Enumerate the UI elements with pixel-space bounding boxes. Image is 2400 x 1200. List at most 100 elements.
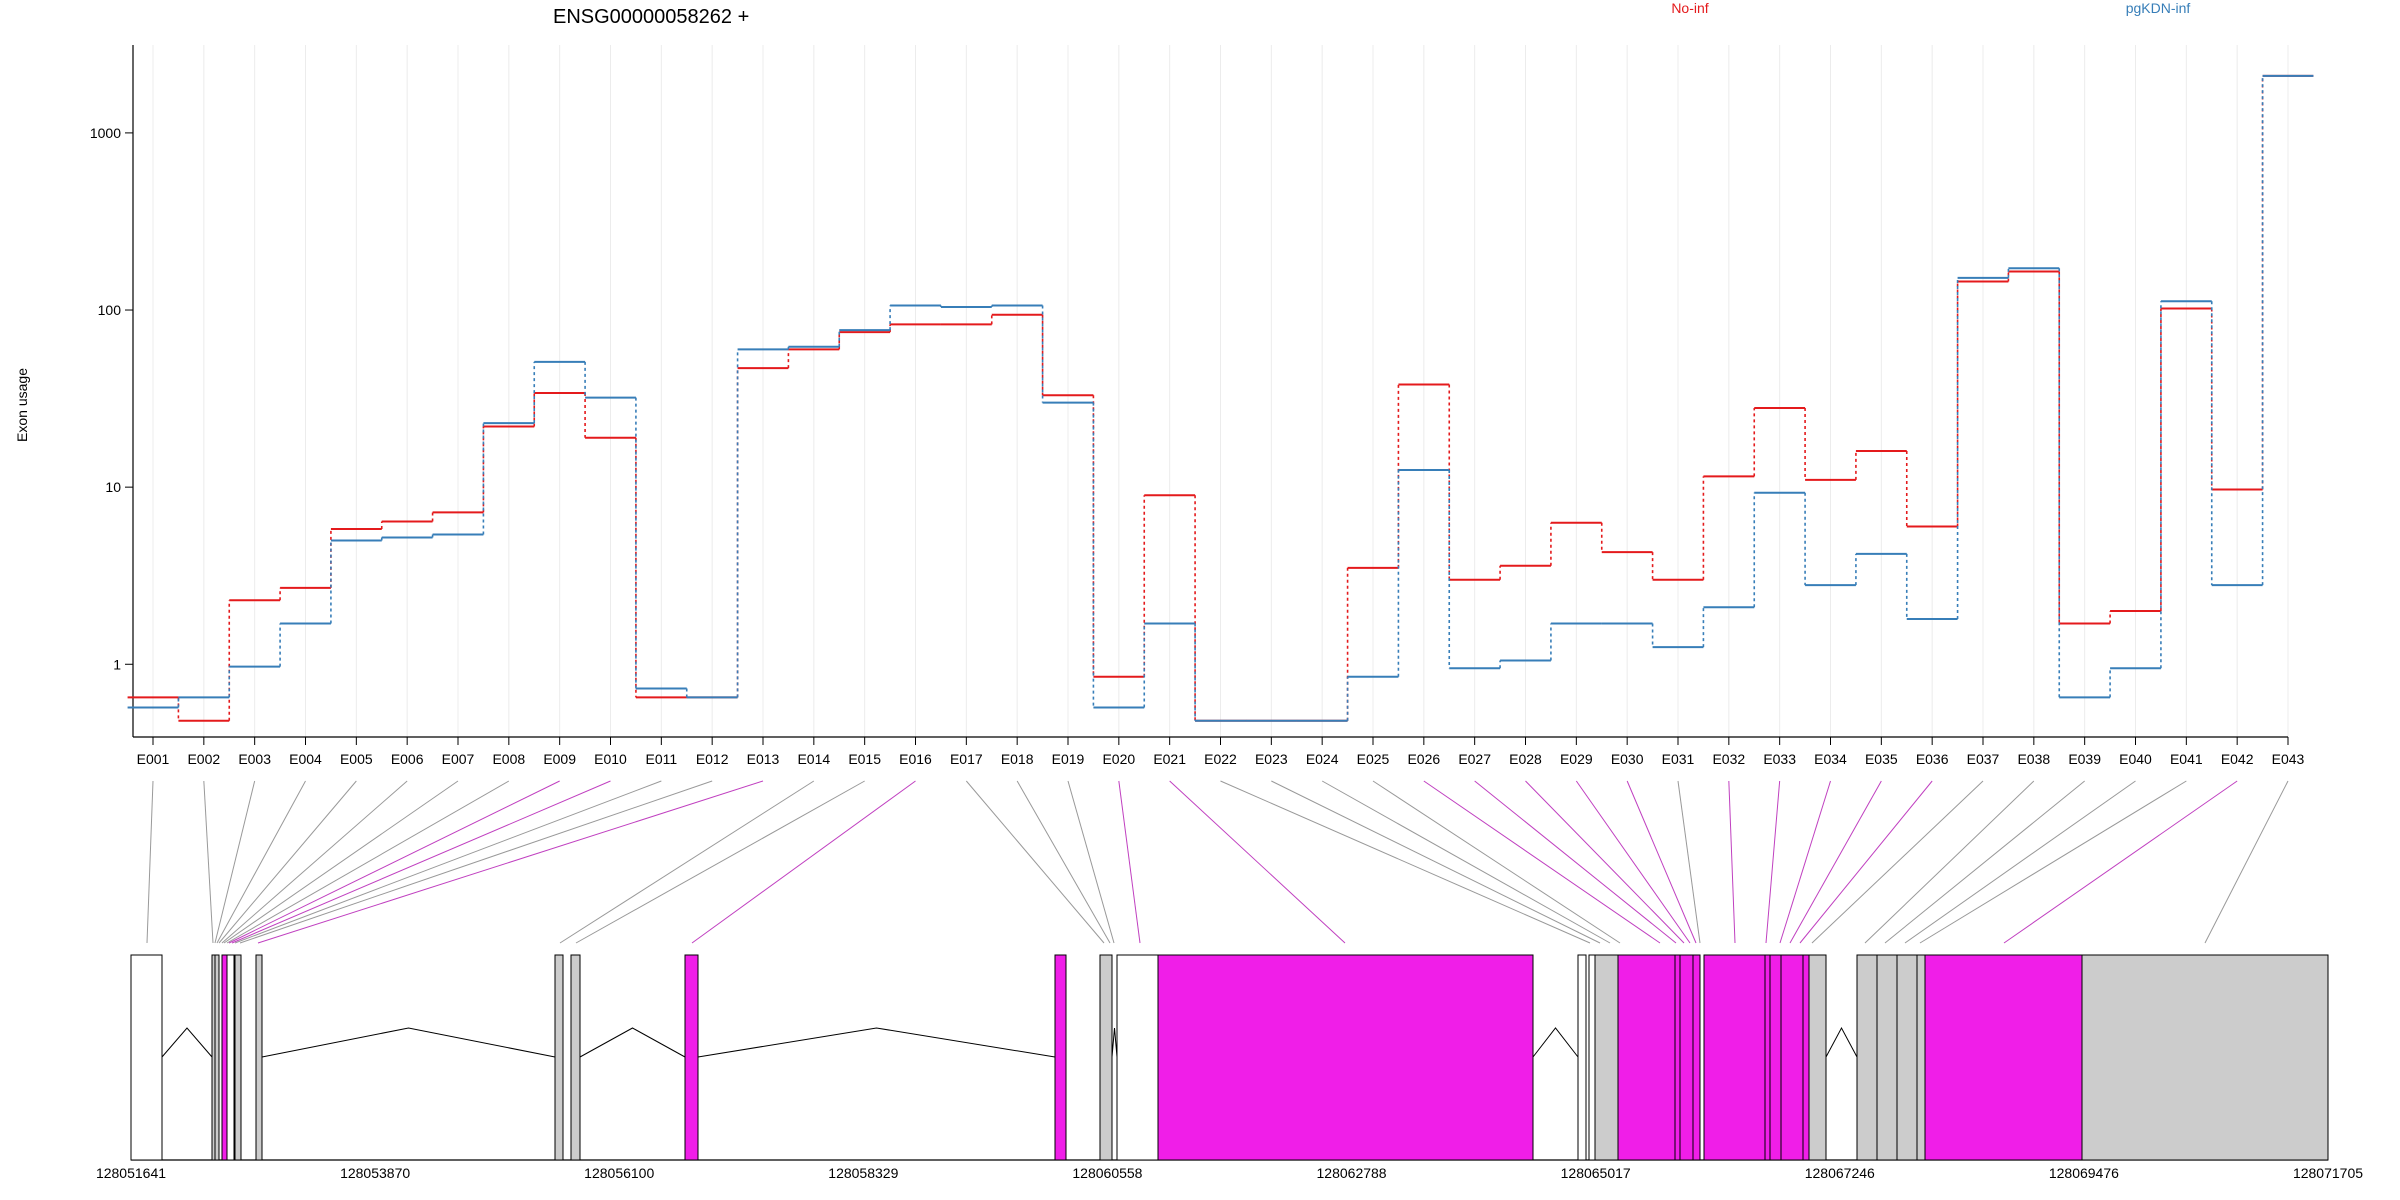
exon-connector (228, 780, 560, 944)
exon-connector (1728, 780, 1736, 944)
exon-block (1157, 954, 1534, 1161)
exon-block (226, 954, 235, 1161)
coordinate-label: 128065017 (1561, 1165, 1631, 1181)
x-tick-label: E042 (2221, 751, 2254, 767)
x-tick-label: E034 (1814, 751, 1847, 767)
exon-connector (1779, 780, 1831, 944)
exon-block (1594, 954, 1619, 1161)
exon-connector (1169, 780, 1346, 944)
exon-connector-layer (146, 780, 2289, 944)
x-tick-label: E007 (442, 751, 475, 767)
exon-connector (216, 780, 306, 944)
exon-connector (146, 780, 154, 944)
x-tick-label: E012 (696, 751, 729, 767)
exon-connector (1919, 780, 2187, 944)
x-tick-label: E031 (1662, 751, 1695, 767)
exon-connector (239, 780, 713, 944)
exon-block (1617, 954, 1676, 1161)
x-tick-label: E041 (2170, 751, 2203, 767)
exon-connector (221, 780, 408, 944)
x-tick-label: E026 (1407, 751, 1440, 767)
exon-connector (1118, 780, 1141, 944)
exon-connector (1067, 780, 1115, 944)
exon-connector (1765, 780, 1781, 944)
x-tick-label: E037 (1967, 751, 2000, 767)
x-tick-label: E025 (1357, 751, 1390, 767)
exon-block (554, 954, 564, 1161)
x-tick-label: E020 (1102, 751, 1135, 767)
exon-connector (575, 780, 865, 944)
exon-block (1116, 954, 1159, 1161)
x-tick-label: E015 (848, 751, 881, 767)
gene-model-layer: 128051641 128053870 128056100 128058329 1280… (96, 954, 2363, 1181)
coordinate-label: 128067246 (1805, 1165, 1875, 1181)
exon-block (1769, 954, 1782, 1161)
exon-connector (1864, 780, 2035, 944)
x-tick-label: E001 (137, 751, 170, 767)
coordinate-label: 128053870 (340, 1165, 410, 1181)
x-tick-label: E039 (2068, 751, 2101, 767)
exon-connector (1677, 780, 1701, 944)
exon-block (1896, 954, 1918, 1161)
x-tick-label: E004 (289, 751, 322, 767)
intron (697, 1027, 1056, 1058)
exon-connector (1525, 780, 1685, 944)
exon-block (1679, 954, 1694, 1161)
exon-connector (1321, 780, 1611, 944)
y-tick-label: 1000 (90, 125, 121, 141)
x-tick-label: E008 (492, 751, 525, 767)
legend-no-inf: No-inf (1671, 0, 1708, 16)
coordinate-label: 128062788 (1317, 1165, 1387, 1181)
x-tick-label: E027 (1458, 751, 1491, 767)
exon-block (1916, 954, 1926, 1161)
exon-connector (965, 780, 1105, 944)
exon-connector (691, 780, 916, 944)
x-tick-label: E023 (1255, 751, 1288, 767)
x-tick-label: E028 (1509, 751, 1542, 767)
exon-block (1577, 954, 1587, 1161)
y-tick-label: 10 (105, 479, 121, 495)
x-tick-label: E018 (1001, 751, 1034, 767)
exon-block (1876, 954, 1898, 1161)
exon-connector (226, 780, 510, 944)
x-tick-label: E017 (950, 751, 983, 767)
exon-connector (1799, 780, 1933, 944)
x-tick-label: E010 (594, 751, 627, 767)
exon-block (1780, 954, 1804, 1161)
y-axis-label: Exon usage (14, 368, 30, 442)
exon-block (1703, 954, 1766, 1161)
exon-connector (1372, 780, 1621, 944)
x-tick-label: E013 (747, 751, 780, 767)
grid-layer (152, 45, 2289, 737)
x-tick-label: E014 (797, 751, 830, 767)
intron (161, 1027, 213, 1058)
exon-connector (1220, 780, 1591, 944)
exon-block (1764, 954, 1771, 1161)
exon-connector (2204, 780, 2289, 944)
intron (1532, 1027, 1579, 1058)
x-tick-label: E024 (1306, 751, 1339, 767)
exon-connector (1904, 780, 2136, 944)
exon-connector (1884, 780, 2085, 944)
exon-connector (1474, 780, 1677, 944)
x-tick-label: E002 (187, 751, 220, 767)
x-tick-label: E032 (1712, 751, 1745, 767)
exon-block (1856, 954, 1878, 1161)
exon-block (1924, 954, 2083, 1161)
exon-connector (257, 780, 764, 944)
series-pgkdn-inf (127, 74, 2314, 722)
exon-connector (1271, 780, 1601, 944)
axis-layer: E001 E002 E003 E004 E005 E006 E007 E008 E009 E010… (90, 45, 2305, 767)
x-tick-label: E043 (2272, 751, 2305, 767)
x-tick-label: E009 (543, 751, 576, 767)
x-tick-label: E021 (1153, 751, 1186, 767)
exon-connector (1811, 780, 1984, 944)
exon-block (2081, 954, 2329, 1161)
intron (1825, 1026, 1858, 1058)
exon-connector (231, 780, 611, 944)
coordinate-label: 128058329 (828, 1165, 898, 1181)
y-tick-label: 100 (98, 302, 122, 318)
coordinate-label: 128071705 (2293, 1165, 2363, 1181)
intron (1111, 1027, 1118, 1058)
